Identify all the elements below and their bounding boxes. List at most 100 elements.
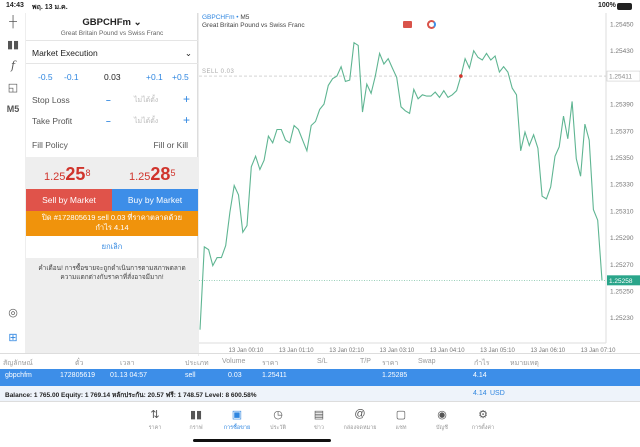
column-header[interactable]: ราคา bbox=[262, 360, 279, 367]
y-tick-label: 1.25390 bbox=[610, 102, 634, 109]
price-chart[interactable]: GBPCHFm • M5 Great Britain Pound vs Swis… bbox=[198, 13, 640, 356]
nav-item[interactable]: ⚙ การตั้งค่า bbox=[463, 408, 503, 432]
volume-minus-0.5[interactable]: -0.5 bbox=[38, 72, 53, 82]
news-icon: ▤ bbox=[313, 409, 325, 421]
volume-input[interactable]: 0.03 bbox=[104, 72, 121, 82]
volume-plus-0.1[interactable]: +0.1 bbox=[146, 72, 163, 82]
take-profit-plus[interactable]: + bbox=[183, 113, 191, 127]
fill-policy-label: Fill Policy bbox=[32, 140, 68, 150]
cell-open-price: 1.25411 bbox=[262, 372, 287, 379]
take-profit-minus[interactable]: – bbox=[106, 116, 111, 126]
y-tick-label: 1.25370 bbox=[610, 128, 634, 135]
x-tick-label: 13 Jan 00:10 bbox=[229, 348, 264, 354]
x-tick-label: 13 Jan 02:10 bbox=[329, 348, 364, 354]
column-header[interactable]: ตั๋ว bbox=[75, 360, 84, 367]
execution-select[interactable]: Market Execution ⌄ bbox=[26, 40, 198, 64]
nav-item[interactable]: @ กล่องจดหมาย bbox=[340, 408, 380, 432]
take-profit-input[interactable]: ไม่ได้ตั้ง bbox=[134, 118, 159, 125]
left-toolbar: ┼ ▮▮ f ◱ M5 ◎ ⊞ bbox=[0, 13, 26, 353]
balance-text: Balance: 1 765.00 Equity: 1 769.14 หลักป… bbox=[5, 392, 257, 399]
stop-loss-label: Stop Loss bbox=[32, 95, 70, 105]
take-profit-label: Take Profit bbox=[32, 116, 73, 126]
gear-icon: ⚙ bbox=[478, 409, 488, 421]
y-tick-label: 1.25350 bbox=[610, 155, 634, 162]
nav-item[interactable]: ◷ ประวัติ bbox=[258, 408, 298, 432]
nav-label: กราฟ bbox=[189, 425, 203, 431]
y-tick-label: 1.25310 bbox=[610, 208, 634, 215]
currency: USD bbox=[490, 390, 505, 397]
x-tick-label: 13 Jan 01:10 bbox=[279, 348, 314, 354]
battery-icon bbox=[617, 3, 632, 10]
nav-item[interactable]: ▮▮ กราฟ bbox=[176, 408, 216, 432]
column-header[interactable]: ประเภท bbox=[185, 360, 209, 367]
cancel-label: ยกเลิก bbox=[101, 242, 123, 251]
nav-item[interactable]: ▣ การซื้อขาย bbox=[217, 408, 257, 432]
cell-ticket: 172805619 bbox=[60, 372, 96, 379]
column-header[interactable]: Swap bbox=[418, 358, 436, 365]
status-time: 14:43 bbox=[6, 2, 24, 9]
stop-loss-plus[interactable]: + bbox=[183, 92, 191, 106]
fill-policy-value: Fill or Kill bbox=[153, 140, 188, 150]
nav-item[interactable]: ⇅ ราคา bbox=[135, 408, 175, 432]
table-row[interactable]: gbpchfm 172805619 01.13 04:57 sell 0.03 … bbox=[0, 369, 640, 386]
nav-item[interactable]: ▤ ข่าว bbox=[299, 408, 339, 432]
volume-minus-0.1[interactable]: -0.1 bbox=[64, 72, 79, 82]
status-bar: 14:43 พฤ. 13 ม.ค. 100% bbox=[0, 0, 640, 13]
column-header[interactable]: S/L bbox=[317, 358, 328, 365]
indicators-icon[interactable]: f bbox=[10, 59, 16, 72]
column-header[interactable]: ราคา bbox=[382, 360, 399, 367]
column-header[interactable]: กำไร bbox=[474, 360, 490, 367]
trade-chart-icon: ▣ bbox=[231, 409, 243, 421]
y-tick-label: 1.25250 bbox=[610, 289, 634, 296]
chevron-down-icon: ⌄ bbox=[133, 17, 142, 28]
candles-icon[interactable]: ▮▮ bbox=[6, 39, 20, 51]
history-icon: ◷ bbox=[273, 409, 283, 421]
balance-row: Balance: 1 765.00 Equity: 1 769.14 หลักป… bbox=[0, 386, 640, 402]
nav-label: ข่าว bbox=[314, 425, 324, 431]
stop-loss-input[interactable]: ไม่ได้ตั้ง bbox=[134, 97, 159, 104]
close-position-button[interactable]: ปิด #172805619 sell 0.03 ที่ราคาตลาดด้วย… bbox=[26, 211, 198, 236]
volume-plus-0.5[interactable]: +0.5 bbox=[172, 72, 189, 82]
sell-button[interactable]: Sell by Market bbox=[26, 189, 112, 211]
sell-price-label: 1.25411 bbox=[609, 74, 632, 81]
cell-type: sell bbox=[185, 372, 196, 379]
nav-label: ราคา bbox=[148, 425, 162, 431]
cancel-button[interactable]: ยกเลิก bbox=[26, 236, 198, 258]
objects-icon[interactable]: ◱ bbox=[7, 82, 19, 94]
warning-text: คำเตือน! การซื้อขายจะถูกดำเนินการตามสภาพ… bbox=[26, 258, 198, 353]
new-order-icon[interactable]: ⊞ bbox=[8, 332, 18, 344]
column-header[interactable]: หมายเหตุ bbox=[510, 360, 539, 367]
execution-type: Market Execution bbox=[32, 48, 98, 58]
column-header[interactable]: Volume bbox=[222, 358, 246, 365]
crosshair-icon[interactable]: ┼ bbox=[9, 16, 17, 28]
chat-icon: ▢ bbox=[395, 409, 407, 421]
column-header[interactable]: T/P bbox=[360, 358, 371, 365]
stop-loss-minus[interactable]: – bbox=[106, 95, 111, 105]
mail-icon: @ bbox=[354, 408, 366, 420]
trade-levels-icon[interactable]: ◎ bbox=[8, 307, 18, 319]
nav-label: ประวัติ bbox=[269, 425, 287, 431]
y-tick-label: 1.25430 bbox=[610, 48, 634, 55]
timeframe-button[interactable]: M5 bbox=[6, 104, 20, 114]
nav-label: บัญชี bbox=[436, 425, 448, 431]
nav-item[interactable]: ▢ แชท bbox=[381, 408, 421, 432]
one-click-icon[interactable] bbox=[403, 21, 412, 28]
nav-label: การตั้งค่า bbox=[471, 425, 495, 431]
nav-item[interactable]: ◉ บัญชี bbox=[422, 408, 462, 432]
bid-price-label: 1.25258 bbox=[609, 278, 633, 285]
buy-button[interactable]: Buy by Market bbox=[112, 189, 198, 211]
column-header[interactable]: สัญลักษณ์ bbox=[3, 360, 33, 367]
arrows-icon: ⇅ bbox=[150, 409, 160, 421]
signal-icon[interactable] bbox=[427, 20, 436, 29]
x-tick-label: 13 Jan 04:10 bbox=[430, 348, 465, 354]
nav-label: กล่องจดหมาย bbox=[343, 425, 377, 431]
symbol-selector[interactable]: GBPCHFm ⌄ bbox=[26, 17, 198, 28]
cell-price: 1.25285 bbox=[382, 372, 408, 379]
x-tick-label: 13 Jan 07:10 bbox=[581, 348, 616, 354]
chart-subtitle: Great Britain Pound vs Swiss Franc bbox=[202, 22, 305, 29]
column-header[interactable]: เวลา bbox=[120, 360, 135, 367]
symbol-name: GBPCHFm bbox=[82, 17, 131, 28]
bottom-nav: ⇅ ราคา ▮▮ กราฟ ▣ การซื้อขาย ◷ ประวัติ ▤ ข่าว @ กล่อ… bbox=[0, 402, 640, 447]
home-indicator bbox=[193, 439, 331, 442]
sell-price-tag bbox=[606, 70, 640, 82]
